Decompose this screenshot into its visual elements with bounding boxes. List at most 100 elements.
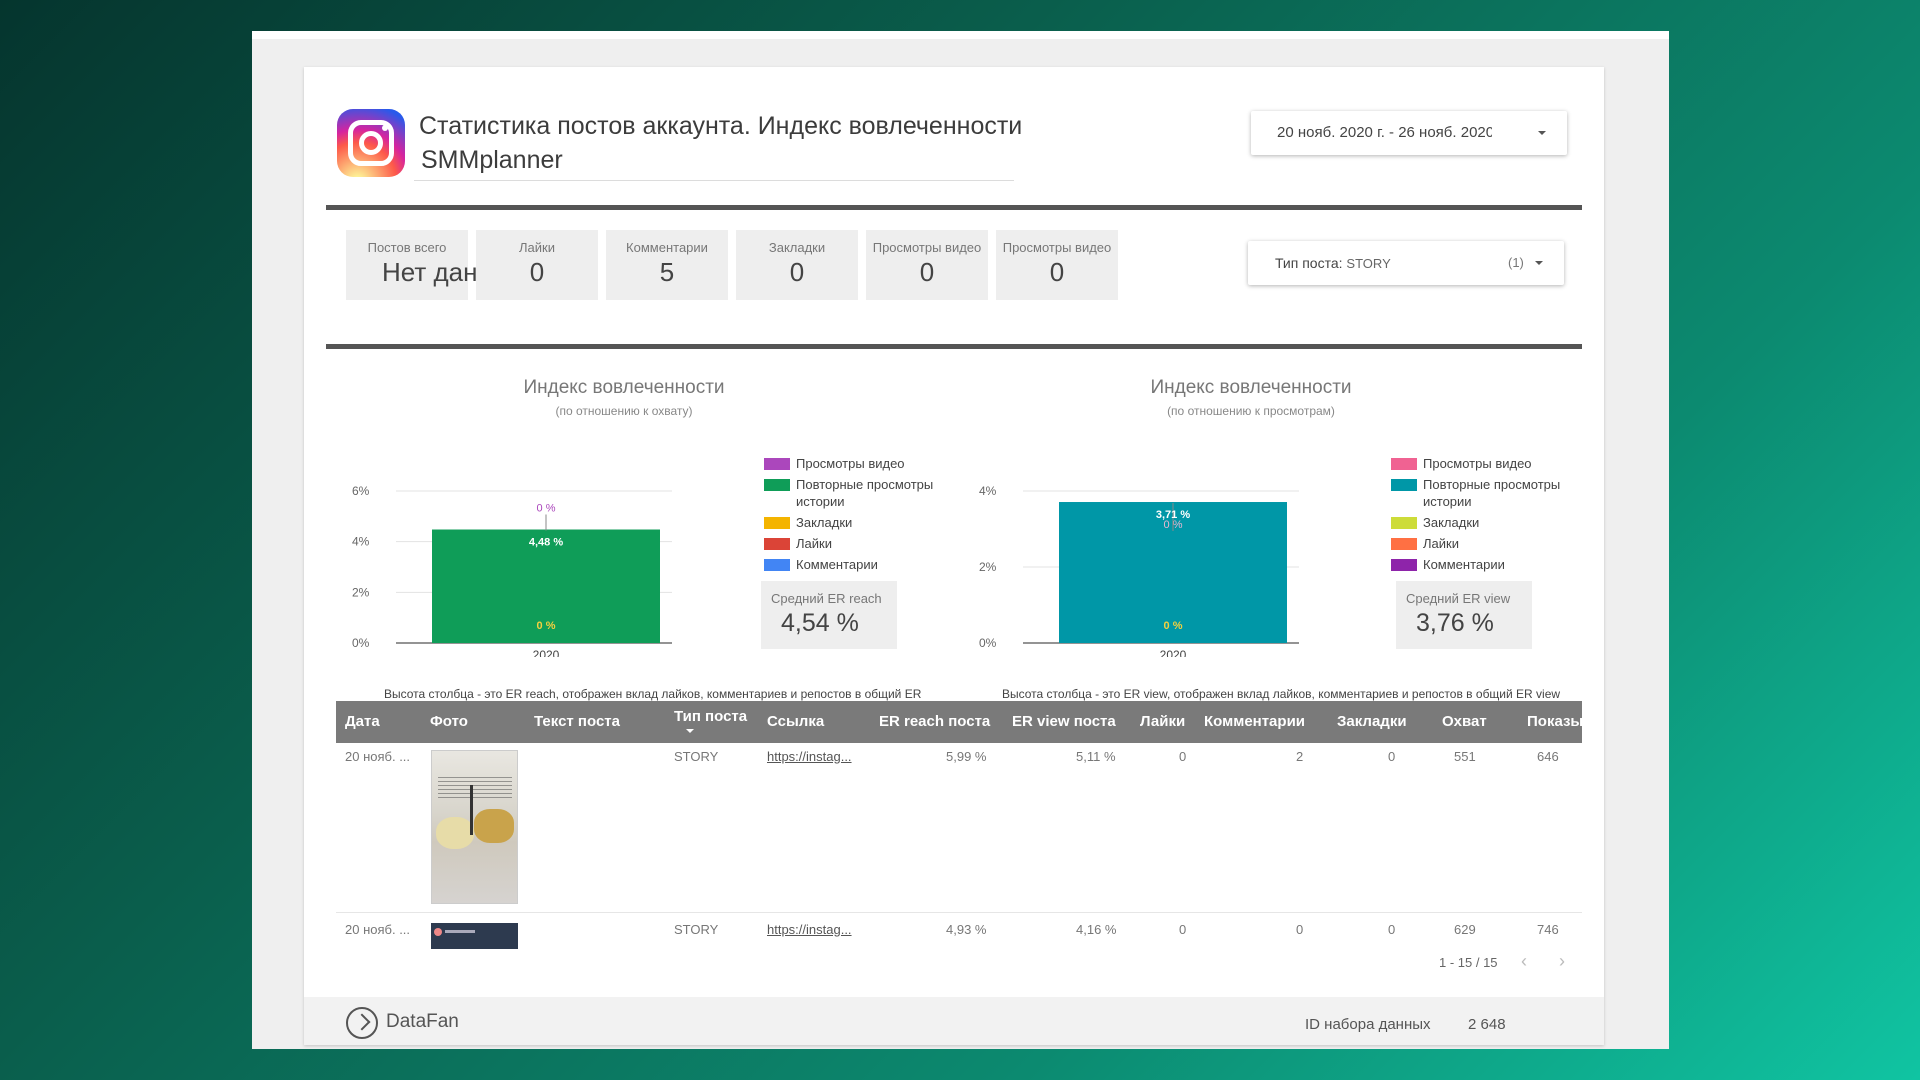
row2-type: STORY [674,922,719,937]
chevron-left-icon[interactable]: ‹ [1521,951,1527,971]
bar-segment-повторные-просмотры-истории [432,529,660,643]
legend-swatch [764,479,790,491]
kpi-value: 0 [789,257,805,287]
title-line-2: SMMplanner [421,146,563,174]
th-likes[interactable]: Лайки [1140,713,1186,730]
th-reach[interactable]: Охват [1442,713,1487,730]
legend-label: Закладки [1423,515,1480,530]
kpi-label: Закладки [768,240,826,255]
kpi-label: Лайки [519,240,555,255]
data-label-main: 3,71 % [1156,509,1190,521]
th-type[interactable]: Тип поста [674,708,748,725]
legend-item: Закладки [1391,514,1591,531]
legend-swatch [1391,479,1417,491]
chart1-plot: 0% 2% 4% 6% 0 % 4,48 % 0 % 2020 [352,484,672,657]
row1-date: 20 нояб. ... [345,749,411,764]
chart2-subtitle: (по отношению к просмотрам) [1167,404,1335,418]
legend-label: Комментарии [1423,557,1505,572]
chart2-note: Высота столбца - это ER view, отображен … [1002,687,1561,701]
data-label-bottom: 0 % [1164,620,1183,632]
data-label-bottom: 0 % [537,620,556,632]
th-text[interactable]: Текст поста [534,713,620,730]
chart2-avg-box: Средний ER view 3,76 % [1396,581,1532,649]
chart2-legend: Просмотры видео Повторные просмотры истор… [1391,455,1591,577]
kpi-comments: Комментарии 5 [606,230,728,300]
chart1-avg-box: Средний ER reach 4,54 % [761,581,897,649]
row2-er-reach: 4,93 % [946,922,987,937]
row1-type: STORY [674,749,719,764]
post-thumbnail-image[interactable] [431,750,518,904]
legend-label: Повторные просмотры истории [1423,477,1561,509]
frame-top-strip [252,31,1669,39]
kpi-value: 0 [1049,257,1065,287]
th-er-reach[interactable]: ER reach поста [879,713,991,730]
th-bookmarks[interactable]: Закладки [1337,713,1407,730]
kpi-bookmarks: Закладки 0 [736,230,858,300]
row1-er-view: 5,11 % [1076,749,1116,764]
row1-er-reach: 5,99 % [946,749,987,764]
legend-swatch [1391,559,1417,571]
th-comments[interactable]: Комментарии [1204,713,1306,730]
legend-label: Просмотры видео [1423,456,1532,471]
x-tick-label: 2020 [1160,648,1187,657]
kpi-label: Просмотры видео [872,240,982,255]
y-tick-label: 2% [979,560,997,574]
pagination-info: 1 - 15 / 15 [1439,955,1498,970]
row2-impressions: 746 [1537,922,1559,937]
th-date[interactable]: Дата [345,713,380,730]
dashboard-frame: Статистика постов аккаунта. Индекс вовле… [252,31,1669,1049]
row2-link[interactable]: https://instag... [767,922,852,937]
th-impressions[interactable]: Показы [1527,713,1584,730]
table-header: Дата Фото Текст поста Тип поста Ссылка E… [336,701,1584,743]
legend-item: Повторные просмотры истории [1391,476,1591,510]
kpi-value: 0 [529,257,545,287]
legend-swatch [764,458,790,470]
y-tick-label: 4% [352,535,370,549]
footer: DataFan ID набора данных 2 648 [304,997,1604,1045]
avg-value: 4,54 % [781,609,859,637]
th-link[interactable]: Ссылка [767,713,825,730]
row1-comments: 2 [1296,749,1304,764]
chevron-right-icon[interactable]: › [1559,951,1565,971]
filter-value: STORY [1346,256,1391,271]
instagram-icon [337,109,405,177]
row2-reach: 629 [1454,922,1476,937]
row2-likes: 0 [1179,922,1187,937]
kpi-label: Комментарии [626,240,708,255]
date-range-picker[interactable]: 20 нояб. 2020 г. - 26 нояб. 2020 г. [1251,111,1567,155]
avg-label: Средний ER reach [771,591,882,606]
title-line-1: Статистика постов аккаунта. Индекс вовле… [419,112,1023,140]
post-type-filter[interactable]: Тип поста: STORY (1) [1248,241,1564,285]
x-tick-label: 2020 [533,648,560,657]
post-thumbnail-image[interactable] [431,923,518,949]
legend-item: Лайки [1391,535,1591,552]
legend-item: Просмотры видео [764,455,964,472]
page-title: Статистика постов аккаунта. Индекс вовле… [419,109,1059,177]
row2-date: 20 нояб. ... [345,922,411,937]
legend-item: Повторные просмотры истории [764,476,964,510]
legend-label: Просмотры видео [796,456,905,471]
legend-swatch [764,559,790,571]
footer-brand: DataFan [386,1011,459,1032]
legend-label: Лайки [1423,536,1459,551]
th-er-view[interactable]: ER view поста [1012,713,1116,730]
y-tick-label: 6% [352,484,370,498]
row1-impressions: 646 [1537,749,1559,764]
row2-bookmarks: 0 [1388,922,1396,937]
sort-down-icon [686,729,694,733]
date-range-value: 20 нояб. 2020 г. - 26 нояб. 2020 г. [1277,124,1492,141]
data-label-top: 0 % [537,503,556,515]
dataset-id-value: 2 648 [1468,1016,1506,1033]
dataset-id-label: ID набора данных [1305,1016,1431,1033]
kpi-label: Просмотры видео [1002,240,1112,255]
chart1-subtitle: (по отношению к охвату) [555,404,693,418]
row-separator [336,912,1582,913]
th-photo[interactable]: Фото [430,713,468,730]
kpi-label: Постов всего [367,240,447,255]
legend-swatch [1391,517,1417,529]
kpi-value: 5 [659,257,675,287]
y-tick-label: 4% [979,484,997,498]
legend-swatch [1391,538,1417,550]
row1-link[interactable]: https://instag... [767,749,852,764]
kpi-value: 0 [919,257,935,287]
